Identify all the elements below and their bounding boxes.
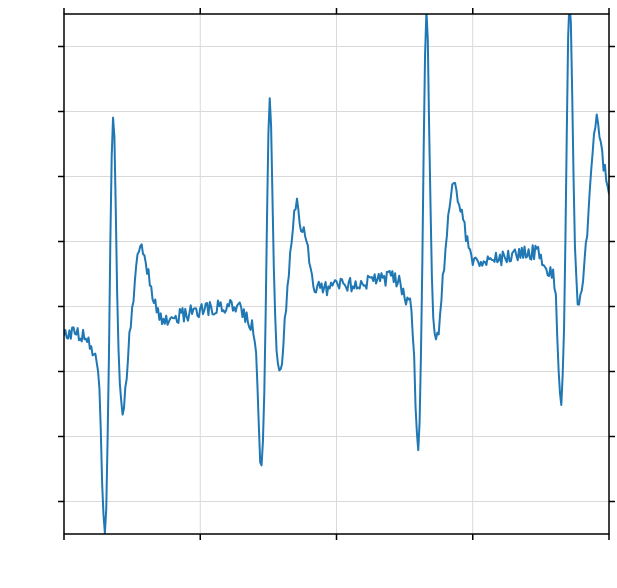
- chart-svg: [0, 0, 617, 588]
- signal-line-chart: [0, 0, 617, 588]
